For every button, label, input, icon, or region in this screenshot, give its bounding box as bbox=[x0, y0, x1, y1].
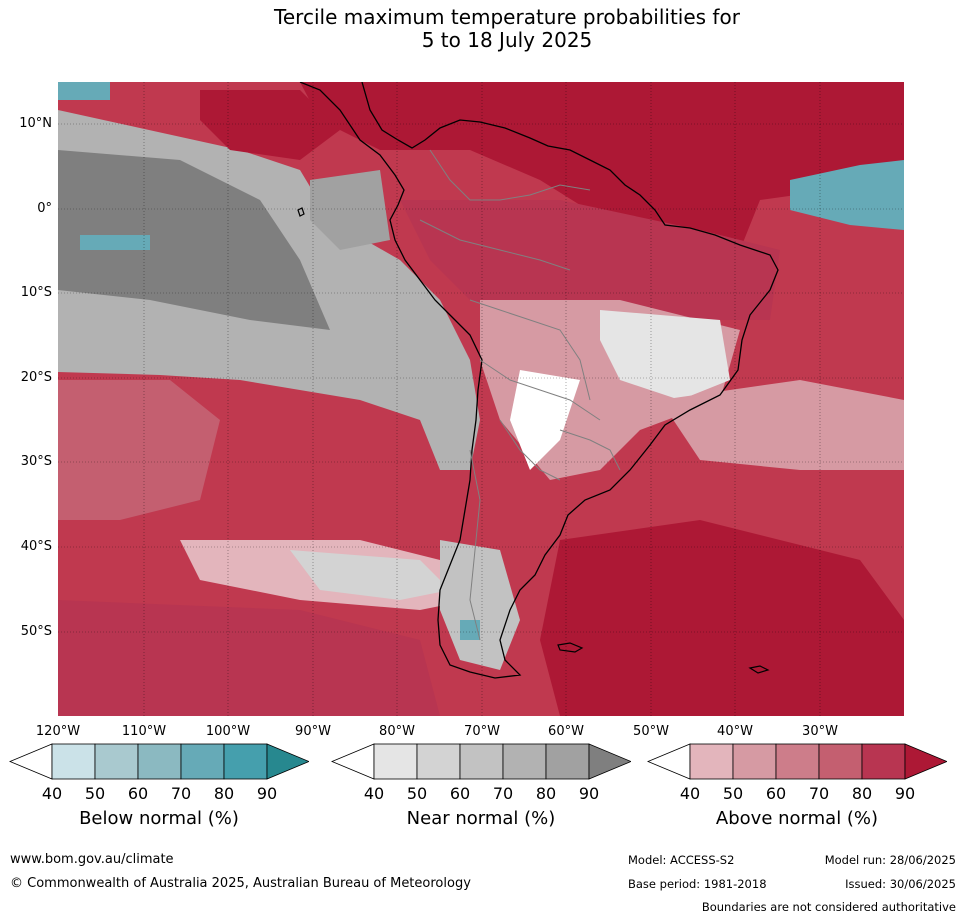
region-near-90-pacific bbox=[58, 150, 330, 330]
region-near-50-brazil bbox=[600, 310, 730, 400]
colorbar-extend-high bbox=[266, 743, 309, 780]
region-below-east bbox=[790, 160, 904, 230]
region-above-80-amazon bbox=[400, 200, 780, 320]
legend-tick: 80 bbox=[213, 784, 235, 803]
legend-tick: 60 bbox=[127, 784, 149, 803]
footer-base-period: Base period: 1981-2018 bbox=[628, 877, 767, 891]
lat-label-10n: 10°N bbox=[19, 116, 52, 131]
lat-label-10s: 10°S bbox=[20, 285, 52, 300]
colorbar-segment bbox=[373, 743, 418, 780]
region-below-patagonia bbox=[460, 620, 480, 640]
footer-website: www.bom.gov.au/climate bbox=[10, 852, 174, 867]
legend-tick: 80 bbox=[535, 784, 557, 803]
legend-title-below: Below normal (%) bbox=[79, 808, 239, 829]
footer-issued: Issued: 30/06/2025 bbox=[845, 877, 956, 891]
legend-tick: 50 bbox=[84, 784, 106, 803]
colorbar-segment bbox=[94, 743, 139, 780]
graticule bbox=[58, 82, 904, 716]
colorbar-extend-low bbox=[647, 743, 691, 780]
colorbar-extend-low bbox=[331, 743, 375, 780]
colorbar-segment bbox=[223, 743, 268, 780]
lon-label-60w: 60°W bbox=[548, 724, 584, 739]
lon-label-120w: 120°W bbox=[35, 724, 81, 739]
legend-below-normal: 40 50 60 70 80 90 Below normal (%) bbox=[9, 742, 309, 842]
footer-disclaimer: Boundaries are not considered authoritat… bbox=[701, 900, 956, 914]
lon-label-110w: 110°W bbox=[121, 724, 167, 739]
country-borders bbox=[419, 149, 621, 641]
colorbar-segment bbox=[137, 743, 182, 780]
legend-title-above: Above normal (%) bbox=[715, 808, 879, 829]
legend-above-normal: 40 50 60 70 80 90 Above normal (%) bbox=[647, 742, 947, 842]
probability-regions bbox=[58, 82, 904, 716]
region-above-70-pacific bbox=[58, 380, 220, 520]
colorbar-extend-low bbox=[9, 743, 53, 780]
legend-tick: 90 bbox=[578, 784, 600, 803]
lat-label-20s: 20°S bbox=[20, 370, 52, 385]
map-title-line-1: Tercile maximum temperature probabilitie… bbox=[274, 5, 740, 29]
region-low-chaco bbox=[510, 370, 580, 470]
footer-model-run: Model run: 28/06/2025 bbox=[824, 853, 956, 867]
legend-tick: 70 bbox=[492, 784, 514, 803]
legend-tick: 70 bbox=[170, 784, 192, 803]
colorbar-above-normal bbox=[647, 743, 947, 780]
colorbar-segment bbox=[689, 743, 734, 780]
colorbar-extend-high bbox=[904, 743, 947, 780]
lat-label-0: 0° bbox=[37, 201, 52, 216]
legend-tick: 60 bbox=[449, 784, 471, 803]
lat-label-50s: 50°S bbox=[20, 624, 52, 639]
colorbar-extend-high bbox=[588, 743, 631, 780]
south-america-coastline bbox=[299, 82, 779, 679]
lon-label-80w: 80°W bbox=[379, 724, 415, 739]
region-above-80-sw bbox=[58, 600, 440, 716]
region-near-south bbox=[290, 550, 450, 600]
legend-tick: 80 bbox=[851, 784, 873, 803]
lon-label-50w: 50°W bbox=[633, 724, 669, 739]
legend-tick: 50 bbox=[406, 784, 428, 803]
region-below-pacific bbox=[80, 235, 150, 250]
legend-tick: 40 bbox=[679, 784, 701, 803]
region-near-80-galapagos bbox=[310, 170, 390, 250]
islands bbox=[297, 207, 770, 674]
region-above-90-south-atlantic bbox=[540, 520, 904, 716]
legend-tick: 90 bbox=[894, 784, 916, 803]
legend-near-normal: 40 50 60 70 80 90 Near normal (%) bbox=[331, 742, 631, 842]
lat-label-30s: 30°S bbox=[20, 454, 52, 469]
lon-label-70w: 70°W bbox=[464, 724, 500, 739]
colorbar-segment bbox=[51, 743, 96, 780]
lon-label-30w: 30°W bbox=[802, 724, 838, 739]
legend-tick: 90 bbox=[256, 784, 278, 803]
region-below-nw bbox=[58, 82, 110, 100]
legend-title-near: Near normal (%) bbox=[406, 808, 556, 829]
colorbar-segment bbox=[459, 743, 504, 780]
colorbar-segment bbox=[818, 743, 863, 780]
lat-label-40s: 40°S bbox=[20, 539, 52, 554]
colorbar-segment bbox=[861, 743, 906, 780]
legend-tick: 70 bbox=[808, 784, 830, 803]
legend-tick: 60 bbox=[765, 784, 787, 803]
colorbar-segment bbox=[502, 743, 547, 780]
lon-label-100w: 100°W bbox=[205, 724, 251, 739]
colorbar-segment bbox=[545, 743, 590, 780]
colorbar-below-normal bbox=[9, 743, 309, 780]
legend-tick: 40 bbox=[363, 784, 385, 803]
colorbar-segment bbox=[416, 743, 461, 780]
lon-label-40w: 40°W bbox=[717, 724, 753, 739]
lon-label-90w: 90°W bbox=[295, 724, 331, 739]
footer-copyright: © Commonwealth of Australia 2025, Austra… bbox=[10, 876, 471, 891]
region-above-90-nw bbox=[200, 90, 340, 160]
colorbar-segment bbox=[732, 743, 777, 780]
colorbar-segment bbox=[180, 743, 225, 780]
legend-tick: 40 bbox=[41, 784, 63, 803]
colorbar-segment bbox=[775, 743, 820, 780]
legend-tick: 50 bbox=[722, 784, 744, 803]
footer-model: Model: ACCESS-S2 bbox=[628, 853, 735, 867]
colorbar-near-normal bbox=[331, 743, 631, 780]
map-title-line-2: 5 to 18 July 2025 bbox=[421, 28, 593, 52]
region-above-50-east bbox=[660, 380, 904, 470]
